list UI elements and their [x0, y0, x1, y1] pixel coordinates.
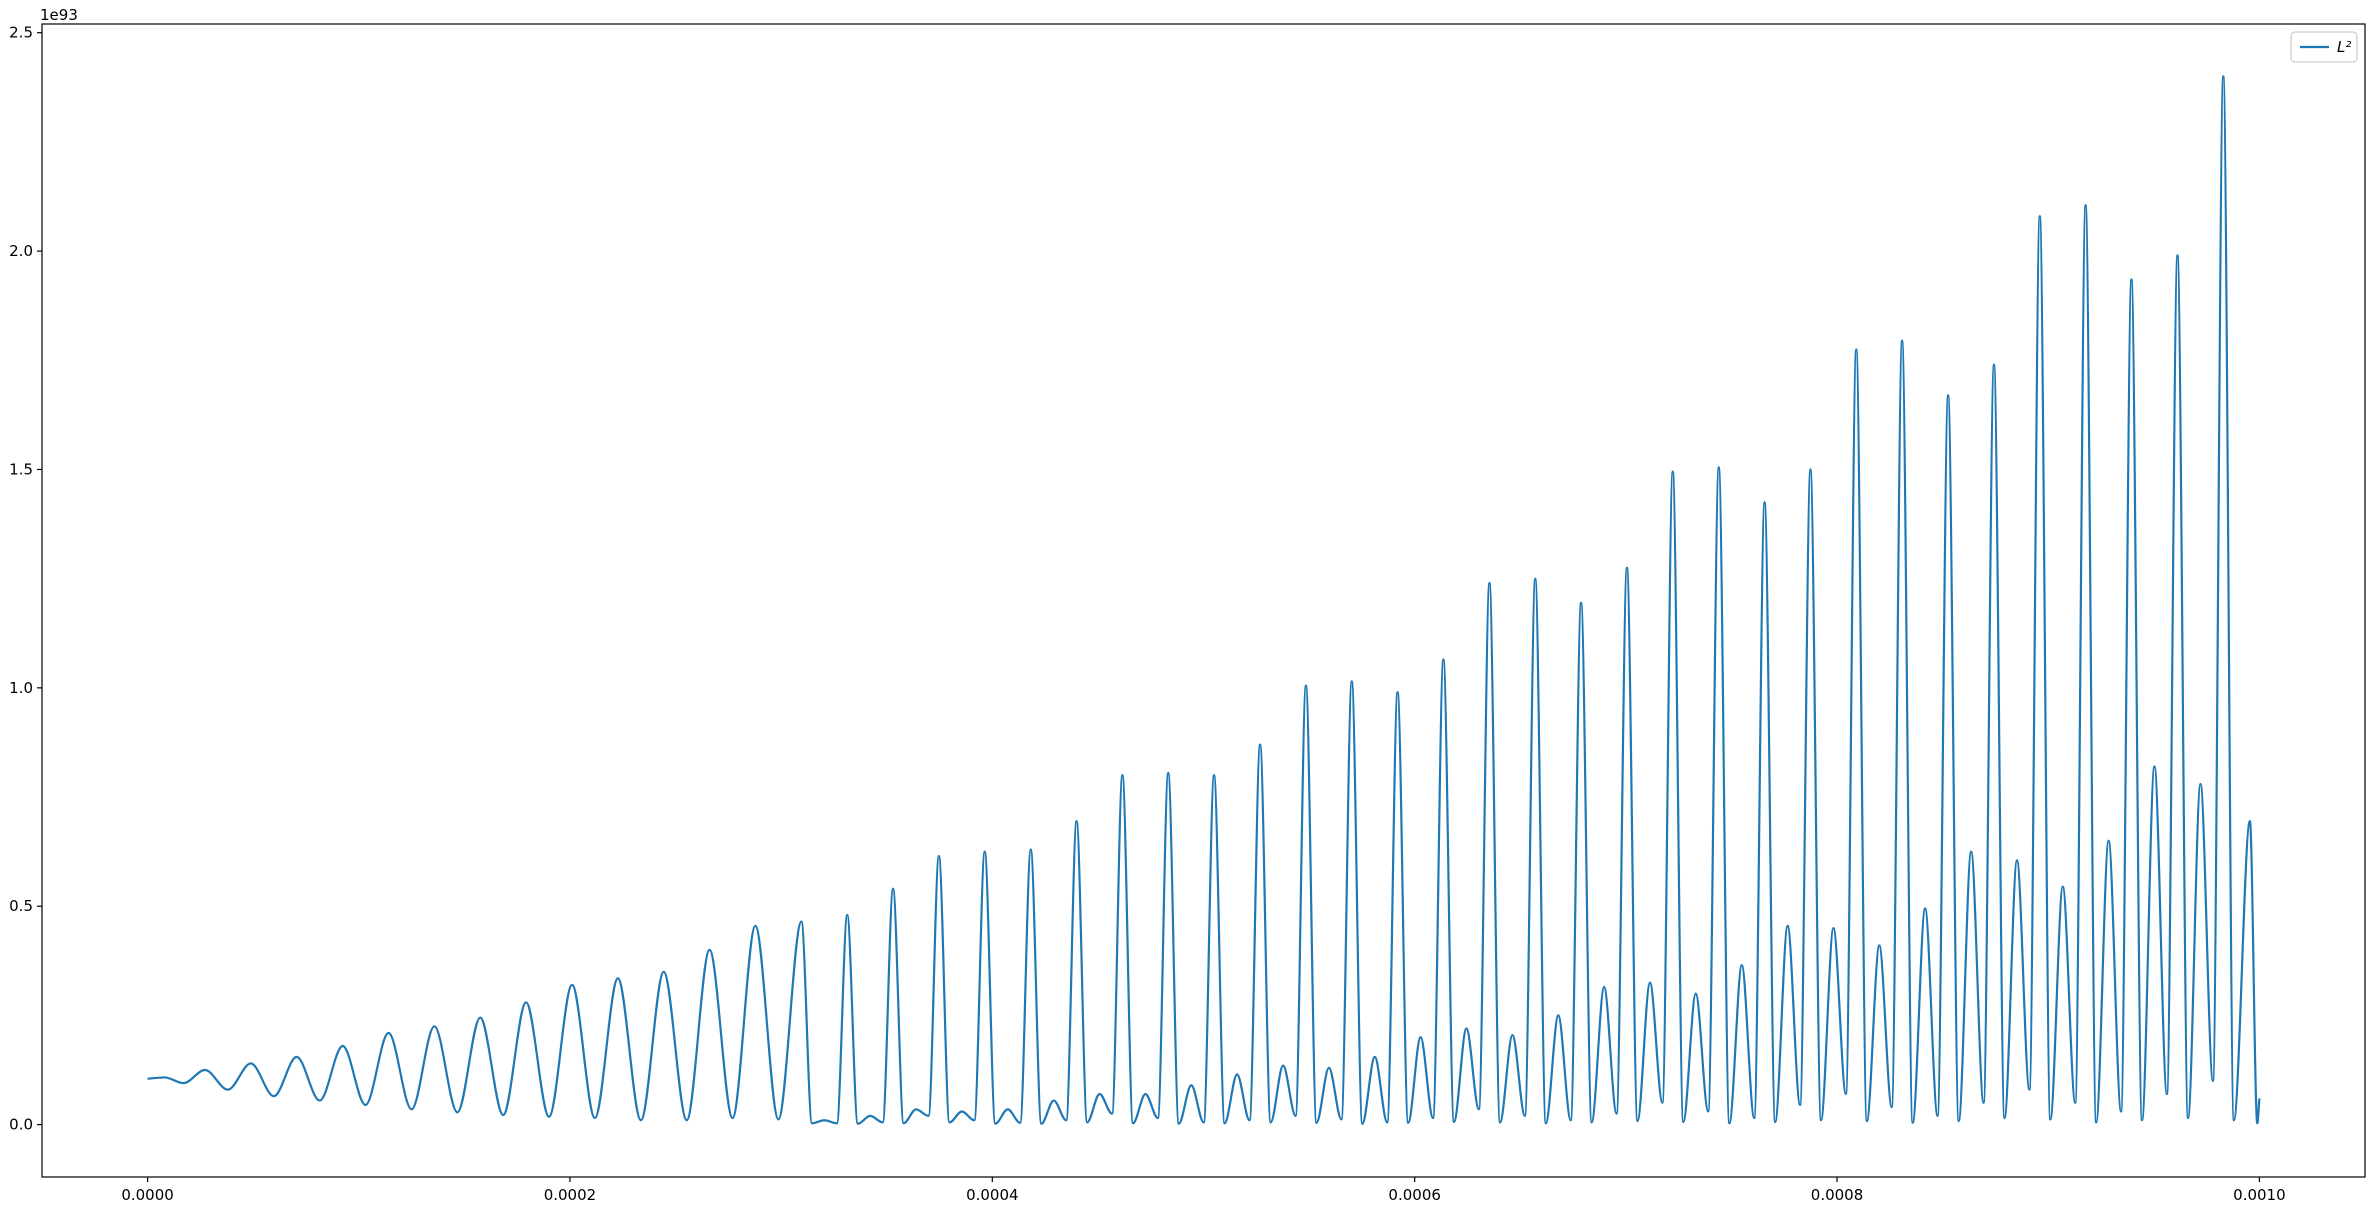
data-line — [147, 75, 2261, 1125]
offset-text: 1e93 — [40, 6, 78, 24]
y-tick-label: 1.5 — [9, 460, 33, 478]
y-tick-label: 2.5 — [9, 24, 33, 42]
axes-frame — [41, 23, 2366, 1178]
y-tick-label: 1.0 — [9, 679, 33, 697]
x-tick-label: 0.0008 — [1811, 1186, 1864, 1204]
legend: L² — [2290, 31, 2358, 63]
y-tick-label: 0.0 — [9, 1116, 33, 1134]
x-tick-label: 0.0004 — [966, 1186, 1019, 1204]
x-tick-label: 0.0010 — [2233, 1186, 2286, 1204]
legend-label: L² — [2337, 38, 2351, 56]
x-tick-label: 0.0006 — [1388, 1186, 1441, 1204]
x-tick-label: 0.0002 — [544, 1186, 597, 1204]
y-tick-label: 0.5 — [9, 897, 33, 915]
y-tick-label: 2.0 — [9, 242, 33, 260]
x-tick-label: 0.0000 — [121, 1186, 174, 1204]
